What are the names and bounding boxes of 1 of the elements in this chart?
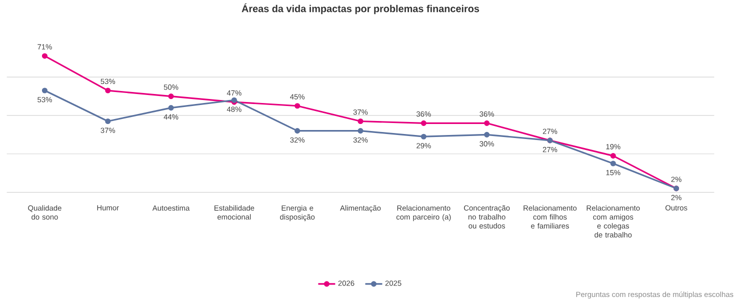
chart-title: Áreas da vida impactas por problemas financeiros bbox=[242, 3, 480, 14]
